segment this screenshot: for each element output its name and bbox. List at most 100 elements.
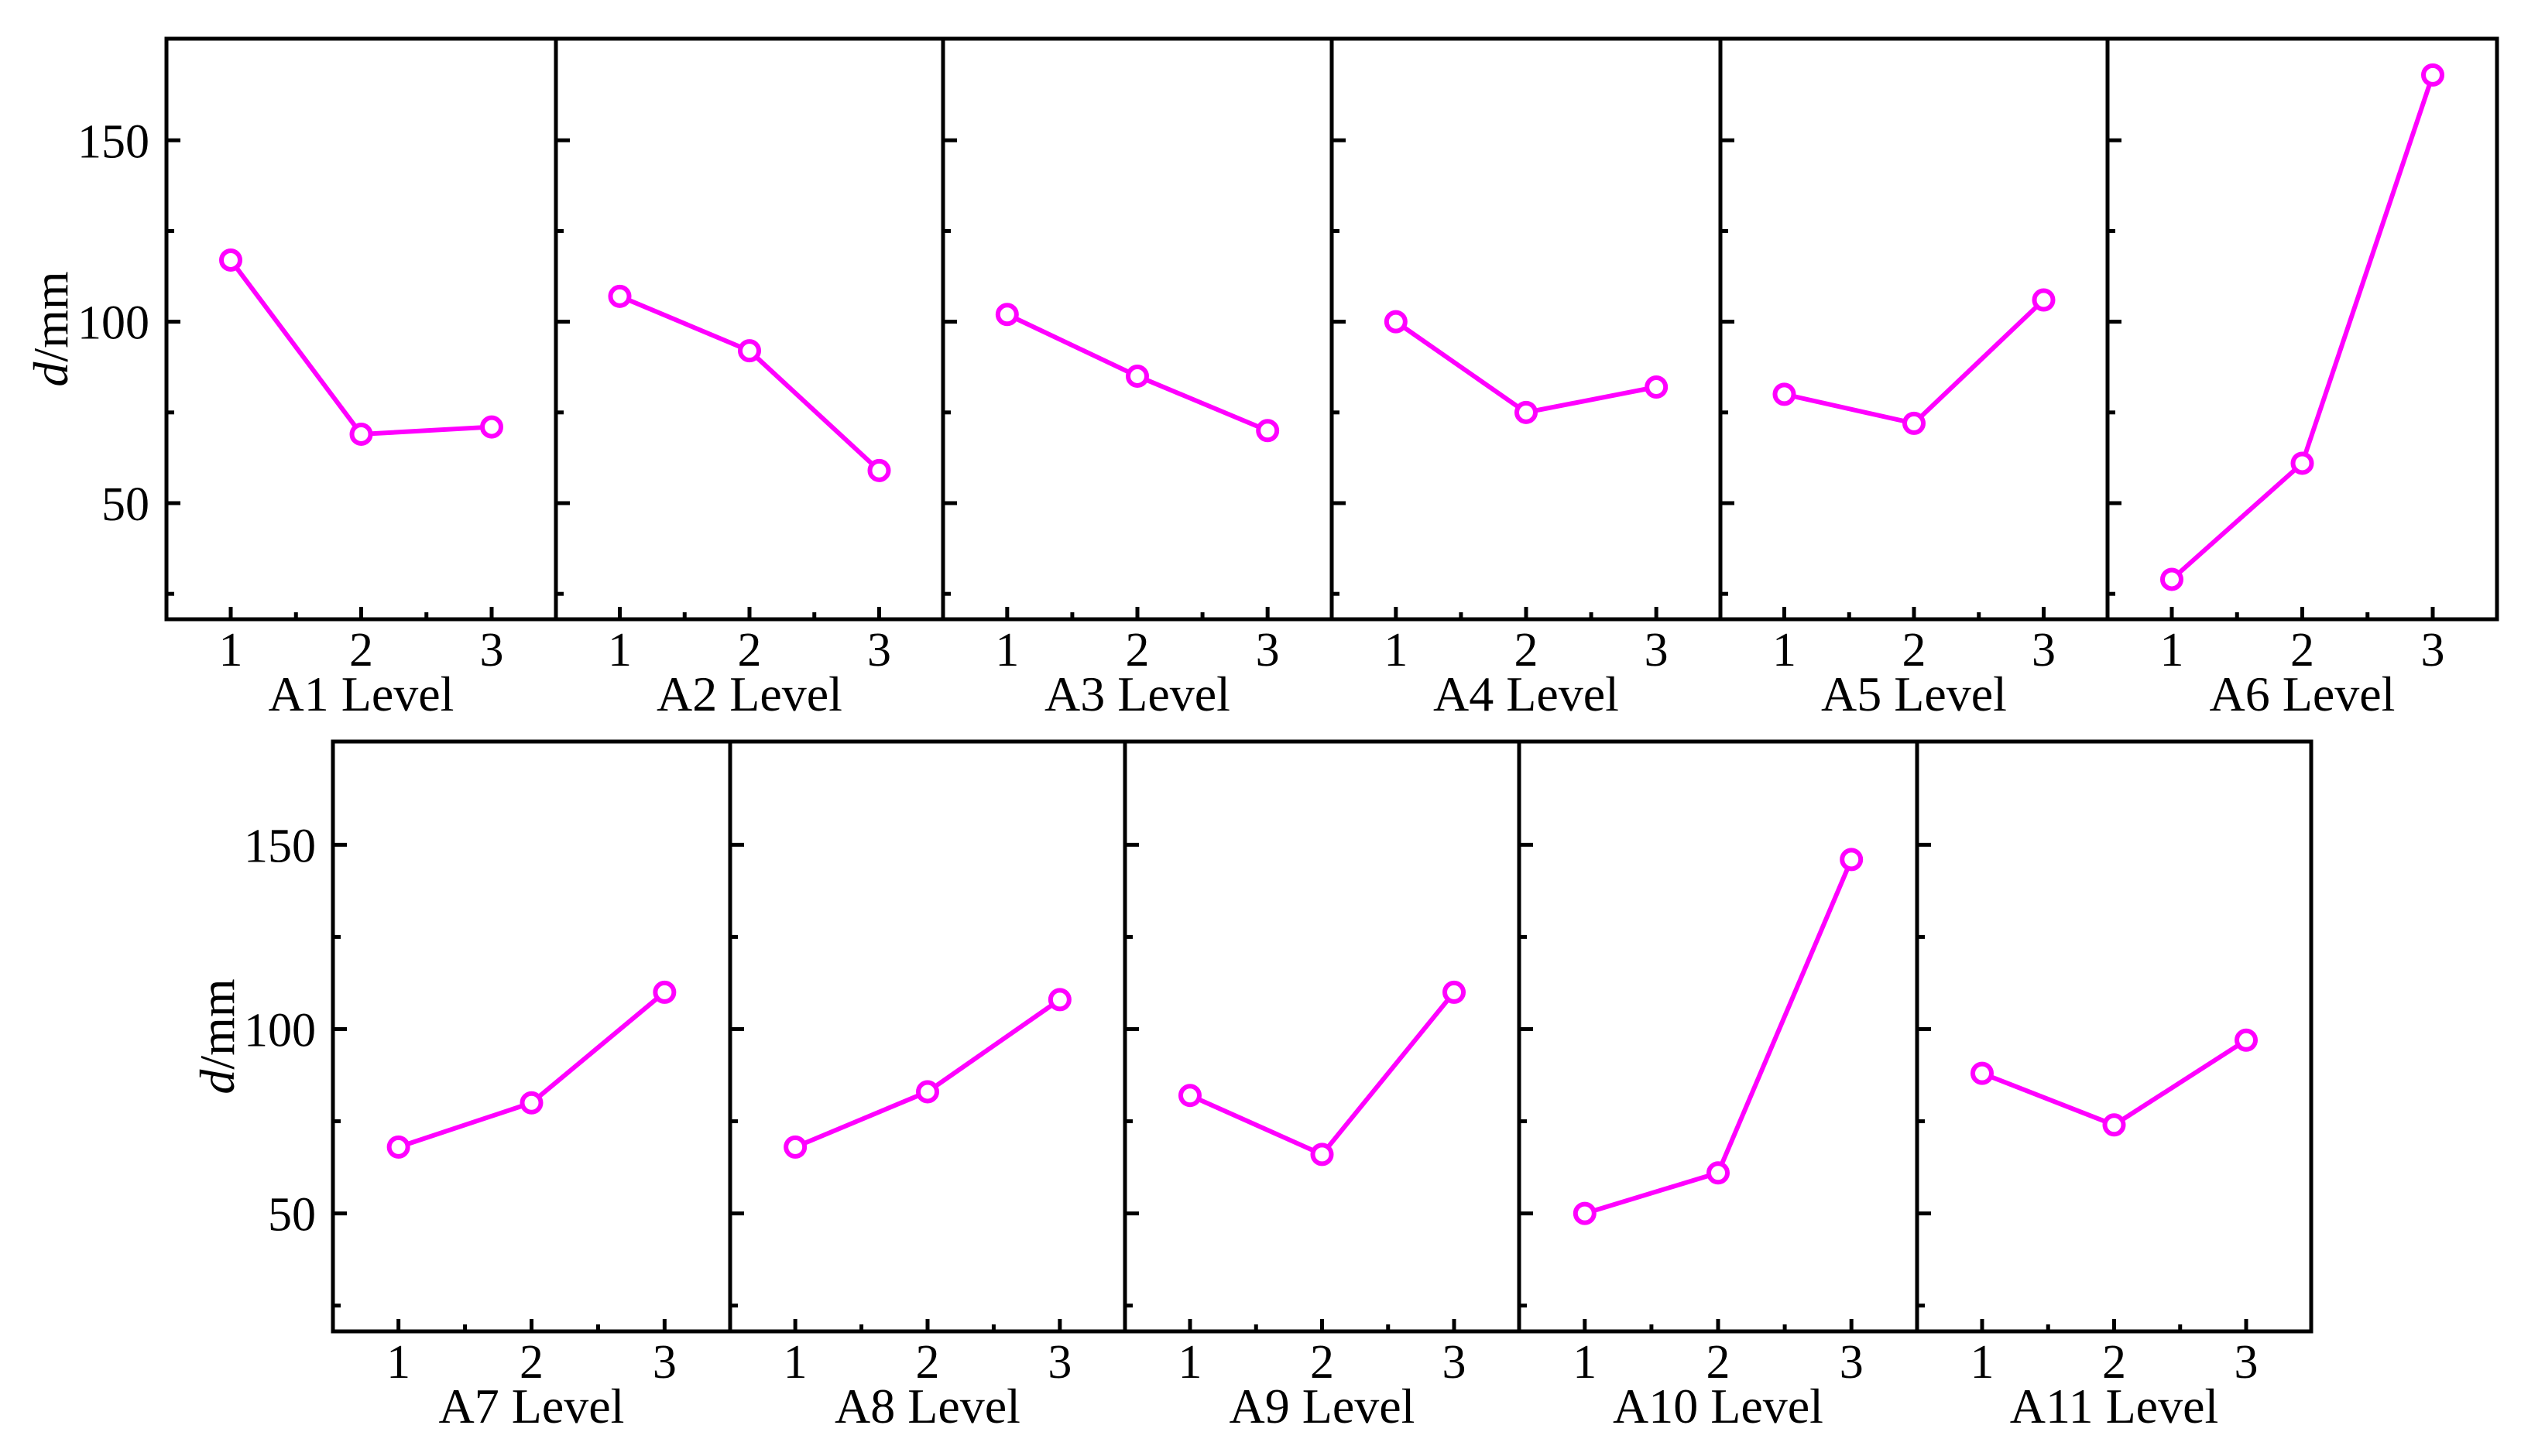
data-point <box>995 303 1019 327</box>
x-tick-label: 1 <box>1772 624 1796 677</box>
y-tick-label: 50 <box>101 478 149 531</box>
y-axis-label-unit: /mm <box>23 271 78 361</box>
x-axis-label: A11 Level <box>2010 1379 2219 1434</box>
data-point <box>916 1080 939 1104</box>
x-tick-label: 2 <box>1126 624 1150 677</box>
x-tick-label: 3 <box>2421 624 2445 677</box>
panel-8: 1 2 3 A8 Level <box>728 739 1127 1434</box>
x-tick-label: 2 <box>2290 624 2314 677</box>
panel-7: 1 2 3 A7 Level <box>331 739 732 1434</box>
x-tick-label: 1 <box>995 624 1019 677</box>
x-axis-label: A1 Level <box>269 666 454 721</box>
data-point <box>2032 288 2056 312</box>
panel-9: 1 2 3 A9 Level <box>1123 739 1521 1434</box>
data-point <box>349 422 373 446</box>
data-point <box>1048 988 1072 1012</box>
data-point <box>1514 400 1538 424</box>
x-tick-label: 3 <box>480 624 504 677</box>
data-point <box>386 1135 410 1159</box>
x-tick-label: 3 <box>1840 1336 1864 1389</box>
panel-4: 1 2 3 A4 Level <box>1329 36 1723 721</box>
x-tick-label: 2 <box>349 624 373 677</box>
x-tick-label: 2 <box>520 1336 544 1389</box>
series-line <box>619 294 881 473</box>
x-axis-label: A7 Level <box>439 1379 625 1434</box>
x-tick-label: 2 <box>2102 1336 2126 1389</box>
data-point <box>1645 375 1669 399</box>
panel-frame <box>1718 36 2110 622</box>
series-line <box>794 997 1062 1149</box>
x-axis-label: A9 Level <box>1230 1379 1415 1434</box>
panel-frame <box>554 36 945 622</box>
x-tick-label: 2 <box>1514 624 1538 677</box>
x-tick-label: 3 <box>1048 1336 1072 1389</box>
panel-6: 1 2 3 A6 Level <box>2105 36 2499 721</box>
y-tick-label: 150 <box>77 115 149 168</box>
x-axis-label: A8 Level <box>835 1379 1020 1434</box>
x-tick-label: 1 <box>1970 1336 1994 1389</box>
panel-frame <box>331 739 732 1334</box>
data-point <box>480 415 504 439</box>
data-point <box>608 284 632 308</box>
data-point <box>1178 1084 1202 1108</box>
y-axis-label-symbol: d <box>190 1069 245 1095</box>
data-point <box>1772 382 1796 406</box>
x-tick-label: 3 <box>2235 1336 2259 1389</box>
y-tick-label: 100 <box>77 297 149 350</box>
data-point <box>1310 1143 1334 1167</box>
x-tick-label: 1 <box>1178 1336 1202 1389</box>
panel-frame <box>728 739 1127 1334</box>
x-tick-label: 1 <box>784 1336 808 1389</box>
x-tick-label: 2 <box>916 1336 940 1389</box>
x-tick-label: 1 <box>1573 1336 1597 1389</box>
x-tick-label: 2 <box>1902 624 1926 677</box>
data-point <box>653 980 677 1004</box>
x-tick-label: 2 <box>1310 1336 1334 1389</box>
x-axis-label: A10 Level <box>1613 1379 1823 1434</box>
series-line <box>228 259 492 437</box>
data-point <box>1256 419 1280 443</box>
data-point <box>218 248 242 272</box>
y-axis-label-unit: /mm <box>190 978 245 1069</box>
data-point <box>1706 1161 1730 1185</box>
data-point <box>2290 451 2314 475</box>
series-line <box>1981 1038 2248 1128</box>
data-point <box>1902 411 1926 435</box>
panel-3: 1 2 3 A3 Level <box>941 36 1334 721</box>
panel-10: 1 2 3 A10 Level <box>1517 739 1919 1434</box>
panel-frame <box>164 36 558 622</box>
data-point <box>1573 1201 1597 1225</box>
series-line <box>397 990 667 1149</box>
y-axis-label: d/mm <box>190 978 245 1094</box>
x-tick-label: 3 <box>653 1336 677 1389</box>
data-point <box>1840 848 1864 872</box>
data-point <box>784 1135 808 1159</box>
panel-11: 1 2 3 A11 Level <box>1915 739 2313 1434</box>
x-tick-label: 3 <box>1645 624 1669 677</box>
data-point <box>2159 567 2183 591</box>
series-line <box>1188 990 1456 1157</box>
data-point <box>1442 980 1466 1004</box>
x-tick-label: 3 <box>1442 1336 1466 1389</box>
data-point <box>738 339 761 363</box>
panel-2: 1 2 3 A2 Level <box>554 36 945 721</box>
y-axis-label-symbol: d <box>23 361 78 387</box>
y-tick-label: 150 <box>244 820 316 872</box>
y-tick-label: 50 <box>268 1189 316 1242</box>
x-axis-label: A5 Level <box>1821 666 2007 721</box>
panel-frame <box>941 36 1334 622</box>
panel-1: 1 2 3 A1 Level <box>164 36 558 721</box>
data-point <box>2102 1113 2126 1137</box>
x-tick-label: 3 <box>2032 624 2056 677</box>
x-tick-label: 1 <box>608 624 632 677</box>
series-line <box>1783 298 2046 426</box>
data-point <box>867 458 891 482</box>
series-line <box>2170 74 2435 581</box>
data-point <box>2421 63 2445 87</box>
panel-frame <box>2105 36 2499 622</box>
x-tick-label: 1 <box>386 1336 410 1389</box>
data-point <box>1126 364 1149 388</box>
x-tick-label: 2 <box>1706 1336 1730 1389</box>
panel-frame <box>1123 739 1521 1334</box>
